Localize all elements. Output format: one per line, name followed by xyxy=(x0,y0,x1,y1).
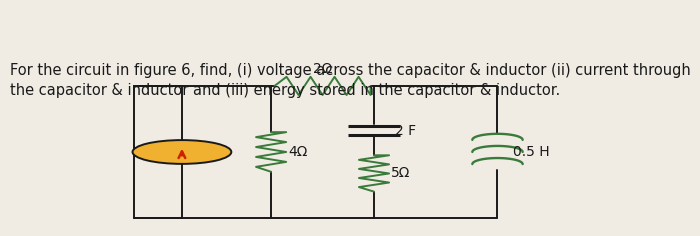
Text: 4Ω: 4Ω xyxy=(288,145,307,159)
Text: For the circuit in figure 6, find, (i) voltage across the capacitor & inductor (: For the circuit in figure 6, find, (i) v… xyxy=(10,63,691,97)
Text: 0.5 H: 0.5 H xyxy=(512,145,550,159)
Text: 5Ω: 5Ω xyxy=(391,166,410,181)
Circle shape xyxy=(132,140,231,164)
Text: 2 F: 2 F xyxy=(395,123,416,138)
Text: 2Ω: 2Ω xyxy=(313,62,332,76)
